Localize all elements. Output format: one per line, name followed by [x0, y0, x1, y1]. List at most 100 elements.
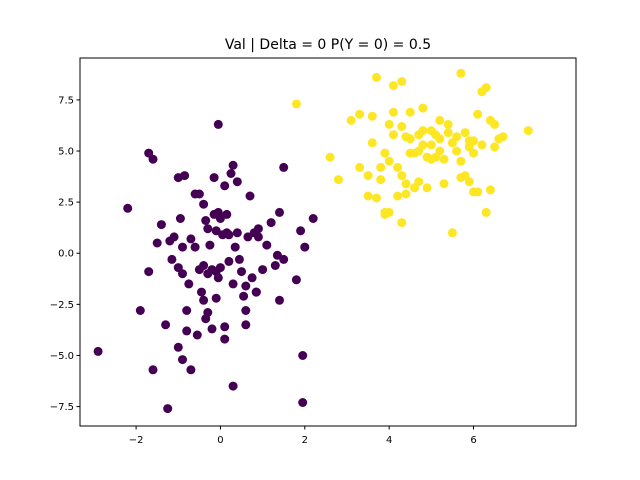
scatter-point-class-1 — [443, 119, 453, 129]
scatter-point-class-0 — [167, 254, 177, 264]
scatter-point-class-0 — [241, 320, 251, 330]
scatter-point-class-1 — [469, 148, 478, 158]
scatter-point-class-1 — [473, 109, 483, 119]
chart-title: Val | Delta = 0 P(Y = 0) = 0.5 — [225, 37, 431, 53]
scatter-point-class-0 — [201, 216, 211, 225]
y-tick-label: −5.0 — [50, 351, 74, 362]
scatter-point-class-0 — [298, 351, 308, 360]
scatter-point-class-1 — [418, 126, 428, 136]
scatter-point-class-0 — [220, 322, 230, 332]
x-tick-label: 0 — [217, 435, 223, 446]
scatter-point-class-0 — [144, 267, 154, 277]
scatter-point-class-0 — [205, 240, 215, 250]
scatter-point-class-1 — [367, 111, 377, 121]
scatter-point-class-1 — [439, 179, 449, 189]
scatter-point-class-1 — [355, 162, 365, 172]
scatter-point-class-0 — [224, 256, 234, 266]
scatter-point-class-1 — [435, 146, 445, 156]
scatter-point-class-1 — [384, 119, 394, 129]
scatter-point-class-1 — [397, 122, 407, 131]
scatter-point-class-0 — [156, 220, 166, 230]
scatter-point-class-0 — [152, 238, 162, 248]
scatter-point-class-0 — [186, 365, 196, 375]
scatter-point-class-0 — [253, 232, 263, 242]
scatter-point-class-0 — [163, 404, 173, 414]
y-tick-label: 7.5 — [58, 95, 74, 106]
scatter-point-class-1 — [388, 130, 398, 140]
plot-frame — [79, 57, 577, 427]
scatter-point-class-0 — [220, 181, 230, 191]
scatter-point-class-0 — [203, 308, 213, 317]
scatter-point-class-0 — [148, 365, 158, 375]
scatter-point-class-1 — [334, 175, 343, 185]
scatter-point-class-0 — [186, 234, 196, 244]
scatter-point-class-1 — [435, 134, 445, 144]
scatter-point-class-0 — [275, 207, 284, 217]
scatter-point-class-1 — [464, 177, 474, 187]
scatter-point-class-0 — [178, 355, 187, 365]
scatter-point-class-0 — [93, 346, 103, 356]
scatter-point-class-0 — [270, 261, 280, 270]
scatter-point-class-0 — [230, 242, 240, 252]
scatter-point-class-0 — [184, 279, 194, 289]
scatter-point-class-0 — [234, 254, 244, 264]
scatter-point-class-1 — [456, 68, 466, 78]
scatter-point-class-0 — [211, 226, 221, 236]
scatter-point-class-0 — [251, 287, 261, 297]
scatter-point-class-1 — [393, 162, 403, 172]
scatter-point-class-1 — [523, 126, 533, 136]
x-tick-label: −2 — [129, 435, 144, 446]
scatter-point-class-0 — [178, 242, 187, 252]
scatter-point-class-0 — [211, 293, 221, 303]
scatter-point-class-0 — [192, 330, 202, 340]
y-tick-label: −7.5 — [50, 402, 74, 413]
scatter-point-class-0 — [197, 287, 206, 297]
scatter-point-class-1 — [414, 177, 424, 187]
scatter-point-class-0 — [148, 154, 158, 164]
scatter-point-class-0 — [237, 267, 246, 277]
scatter-point-class-0 — [228, 279, 238, 289]
scatter-point-class-0 — [220, 334, 230, 344]
scatter-point-class-1 — [325, 152, 335, 162]
scatter-point-class-0 — [190, 242, 200, 252]
scatter-point-class-1 — [473, 187, 483, 197]
scatter-point-class-1 — [397, 218, 407, 228]
scatter-point-class-0 — [213, 273, 223, 283]
y-tick-label: −2.5 — [50, 300, 74, 311]
scatter-point-class-1 — [439, 154, 449, 164]
scatter-point-class-0 — [180, 171, 190, 181]
scatter-point-class-1 — [447, 228, 457, 238]
scatter-point-class-0 — [262, 240, 272, 250]
scatter-point-class-1 — [346, 115, 356, 125]
scatter-point-class-1 — [376, 162, 386, 172]
scatter-point-class-0 — [215, 214, 225, 223]
scatter-point-class-1 — [388, 81, 398, 91]
scatter-point-class-0 — [228, 381, 238, 391]
scatter-point-class-1 — [291, 99, 301, 109]
scatter-point-class-1 — [481, 83, 491, 93]
scatter-point-class-1 — [456, 156, 466, 166]
scatter-point-class-1 — [397, 171, 407, 181]
scatter-point-class-0 — [209, 173, 219, 183]
scatter-point-class-0 — [169, 232, 179, 242]
scatter-point-class-0 — [175, 214, 185, 223]
scatter-point-class-1 — [355, 109, 365, 119]
scatter-point-class-1 — [435, 115, 445, 125]
scatter-point-class-0 — [207, 324, 217, 334]
scatter-point-class-0 — [241, 306, 251, 315]
y-axis: −7.5 −5.0 −2.5 0.0 2.5 5.0 7.5 — [50, 95, 80, 413]
scatter-point-class-0 — [232, 177, 242, 187]
scatter-point-class-1 — [418, 103, 428, 113]
scatter-point-class-0 — [247, 273, 257, 283]
scatter-point-class-0 — [203, 224, 213, 234]
scatter-point-class-0 — [215, 263, 225, 273]
scatter-point-class-1 — [490, 119, 500, 129]
scatter-point-class-1 — [405, 107, 415, 117]
scatter-point-class-0 — [308, 214, 318, 223]
scatter-point-class-1 — [426, 140, 436, 150]
scatter-point-class-1 — [443, 128, 453, 138]
scatter-point-class-0 — [279, 162, 289, 172]
scatter-point-class-0 — [228, 160, 238, 170]
scatter-point-class-0 — [178, 269, 187, 279]
